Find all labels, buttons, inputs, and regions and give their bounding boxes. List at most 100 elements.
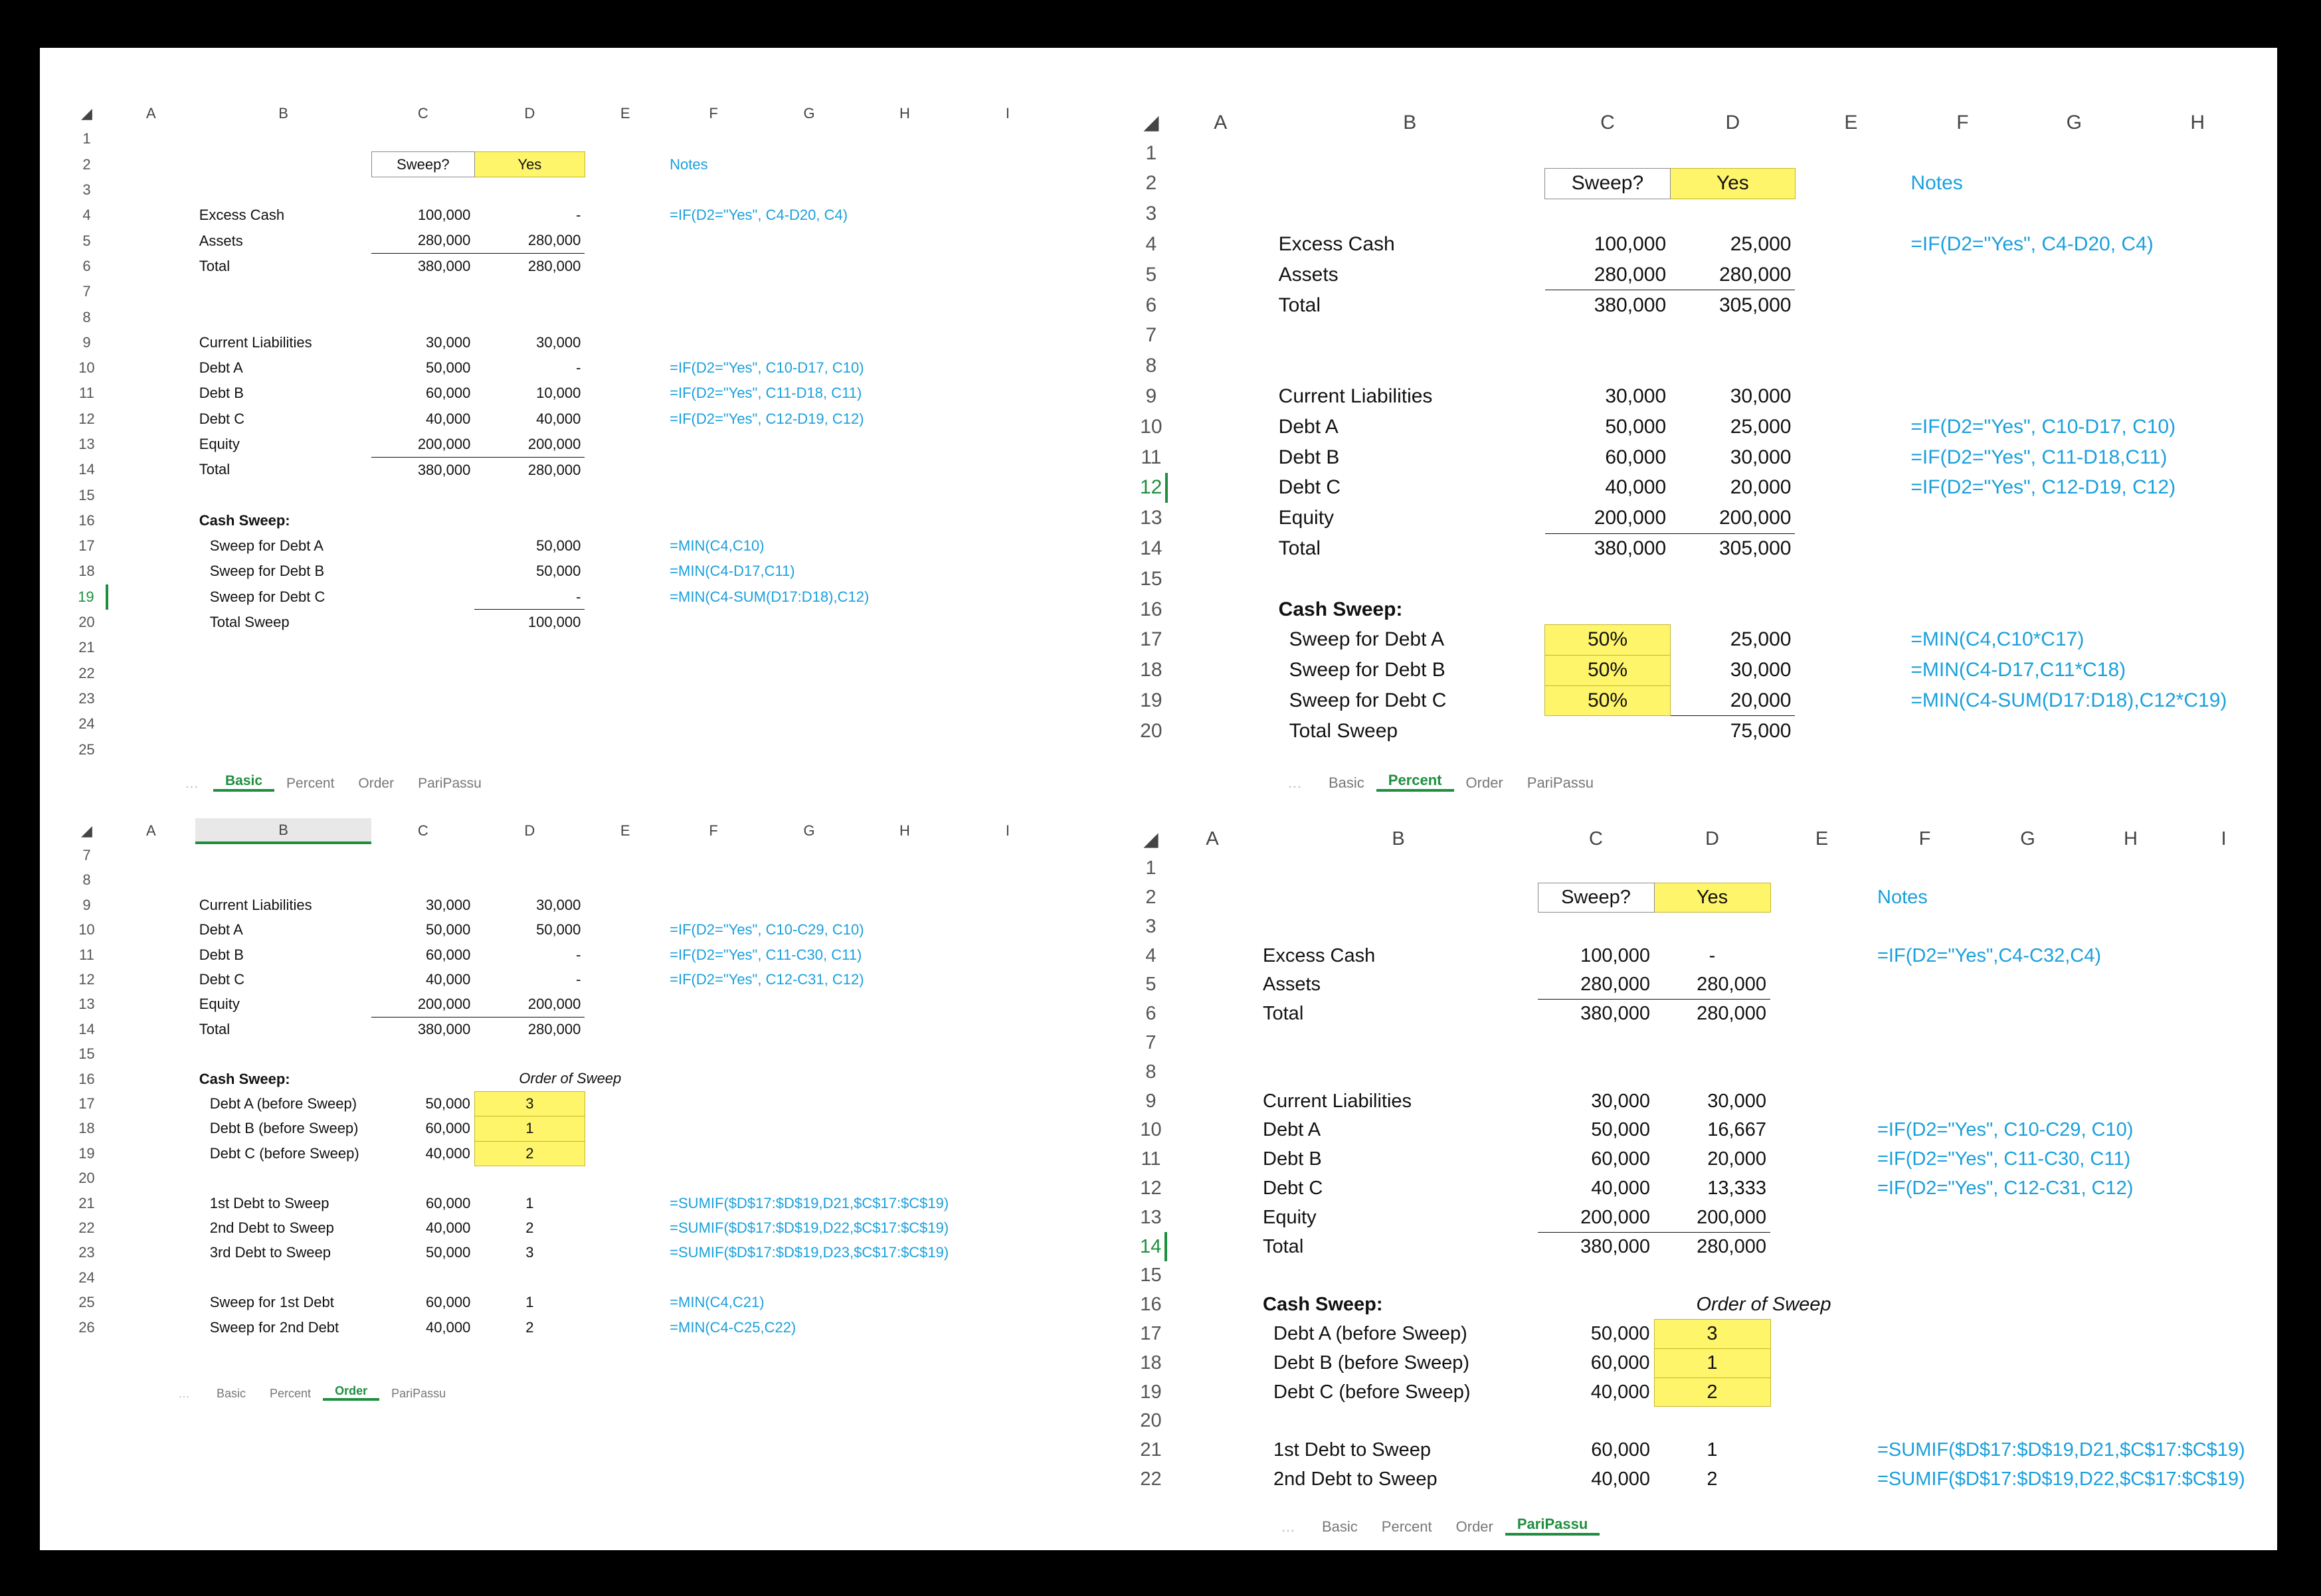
row-header[interactable]: 25 [78,741,95,758]
label-cell[interactable]: Current Liabilities [1263,1090,1412,1112]
value-cell[interactable]: 60,000 [425,1120,470,1137]
label-cell[interactable]: Debt B (before Sweep) [1273,1352,1469,1374]
label-cell[interactable]: Sweep for Debt B [209,563,325,580]
value-cell[interactable]: 30,000 [536,333,581,351]
formula-cell[interactable]: =SUMIF($D$17:$D$19,D22,$C$17:$C$19) [670,1219,949,1236]
value-cell[interactable]: - [576,359,581,377]
select-all-corner[interactable]: ◢ [80,105,92,122]
label-cell[interactable]: Debt B [1278,446,1340,468]
value-cell[interactable]: 50,000 [1605,415,1667,438]
value-cell[interactable]: 16,667 [1707,1119,1766,1141]
formula-cell[interactable]: =MIN(C4-D17,C11) [670,563,795,580]
value-cell[interactable]: 40,000 [426,971,471,988]
row-header[interactable]: 22 [78,1219,95,1236]
row-header[interactable]: 7 [82,283,91,300]
sweep-toggle-cell[interactable]: Yes [1669,168,1796,199]
select-all-corner[interactable]: ◢ [1143,112,1159,134]
column-header-c[interactable]: C [417,822,428,839]
notes-header[interactable]: Notes [670,155,708,173]
value-cell[interactable]: 380,000 [417,461,471,478]
value-cell[interactable]: 50,000 [426,921,471,938]
formula-cell[interactable]: =IF(D2="Yes", C4-D20, C4) [1910,233,2154,256]
row-header[interactable]: 9 [82,333,91,351]
value-cell[interactable]: 380,000 [1580,1235,1650,1257]
value-cell[interactable]: 50,000 [425,1095,470,1112]
label-cell[interactable]: Debt B [199,946,244,963]
column-header-b[interactable]: B [1392,828,1405,850]
tab-paripassu[interactable]: PariPassu [1527,774,1594,791]
column-header-f[interactable]: F [709,822,718,839]
row-header[interactable]: 19 [1140,689,1162,712]
notes-header[interactable]: Notes [1877,886,1928,908]
section-title[interactable]: Cash Sweep: [199,511,290,529]
row-header[interactable]: 5 [82,232,91,249]
value-cell[interactable]: 30,000 [1730,659,1792,681]
value-cell[interactable]: 40,000 [1591,1468,1650,1490]
row-header[interactable]: 11 [79,385,94,402]
value-cell[interactable]: 200,000 [371,992,475,1018]
value-cell[interactable]: - [576,946,581,963]
formula-cell[interactable]: =MIN(C4,C21) [670,1294,765,1311]
value-cell[interactable]: 40,000 [426,410,471,427]
row-header[interactable]: 18 [78,563,95,580]
row-header[interactable]: 12 [78,971,95,988]
value-cell[interactable]: - [576,207,581,224]
value-cell[interactable]: 40,000 [426,1219,471,1236]
row-header[interactable]: 10 [78,921,95,938]
row-header[interactable]: 8 [1145,355,1157,377]
column-header-b-selected[interactable]: B [195,818,372,845]
value-cell[interactable]: 30,000 [426,896,471,913]
row-header[interactable]: 20 [78,614,95,631]
column-header-b[interactable]: B [1403,111,1417,133]
value-cell[interactable]: 40,000 [1591,1177,1650,1199]
tab-paripassu[interactable]: PariPassu [1505,1516,1600,1536]
formula-cell[interactable]: =IF(D2="Yes", C11-D18, C11) [670,385,862,402]
label-cell[interactable]: Sweep for 2nd Debt [209,1318,339,1336]
label-cell[interactable]: Excess Cash [1263,944,1376,966]
column-header-d[interactable]: D [1705,828,1719,850]
value-cell[interactable]: 2 [525,1318,534,1336]
column-header-e[interactable]: E [620,105,630,122]
label-cell[interactable]: Total Sweep [209,614,290,631]
column-header-e[interactable]: E [1815,828,1829,850]
row-header[interactable]: 14 [1140,537,1162,560]
row-header[interactable]: 9 [1145,1090,1157,1112]
row-header[interactable]: 8 [1145,1061,1157,1083]
column-header-i[interactable]: I [1005,105,1010,122]
value-cell[interactable]: 200,000 [1654,1203,1770,1233]
formula-cell[interactable]: =MIN(C4-C25,C22) [670,1318,796,1336]
row-header[interactable]: 13 [78,436,95,452]
value-cell[interactable]: 50,000 [426,1244,471,1261]
tab-basic[interactable]: Basic [1329,774,1364,791]
value-cell[interactable]: 60,000 [1591,1439,1650,1461]
value-cell[interactable]: 60,000 [1591,1148,1650,1170]
row-header[interactable]: 21 [78,1194,95,1211]
label-cell[interactable]: Sweep for Debt A [1289,628,1445,651]
row-header[interactable]: 10 [1140,415,1162,438]
sweep-toggle-cell[interactable]: Yes [474,151,585,178]
label-cell[interactable]: Debt C [199,971,245,988]
value-cell[interactable]: 200,000 [474,992,585,1018]
select-all-corner[interactable]: ◢ [80,822,92,839]
row-header[interactable]: 22 [78,664,95,681]
label-cell[interactable]: 1st Debt to Sweep [209,1194,329,1211]
column-header-c[interactable]: C [417,105,428,122]
label-cell[interactable]: Excess Cash [199,207,285,224]
label-cell[interactable]: 1st Debt to Sweep [1273,1439,1431,1461]
value-cell[interactable]: 200,000 [1670,503,1796,534]
label-cell[interactable]: Current Liabilities [1278,385,1433,408]
row-header[interactable]: 16 [1140,1294,1162,1316]
column-header-g[interactable]: G [803,822,815,839]
column-header-h[interactable]: H [899,105,910,122]
value-cell[interactable]: 280,000 [1538,970,1654,1000]
row-header[interactable]: 11 [1141,1148,1161,1170]
row-header[interactable]: 12 [78,410,95,427]
value-cell[interactable]: 280,000 [474,228,585,254]
label-cell[interactable]: Debt C (before Sweep) [209,1144,359,1162]
value-cell[interactable]: 30,000 [1730,385,1792,408]
label-cell[interactable]: Sweep for Debt C [1289,689,1447,712]
row-header[interactable]: 2 [82,155,91,173]
value-cell[interactable]: 50,000 [536,563,581,580]
tab-scroll-dots[interactable]: … [1281,1518,1298,1535]
value-cell[interactable]: 305,000 [1719,294,1792,316]
